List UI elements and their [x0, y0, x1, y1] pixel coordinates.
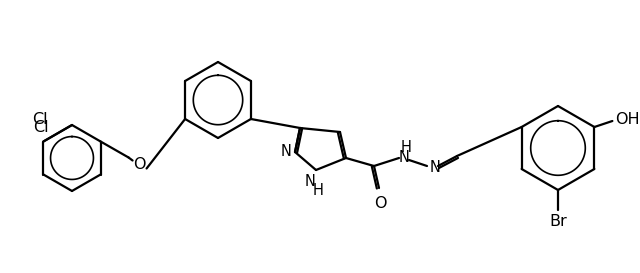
Text: Cl: Cl — [33, 112, 48, 127]
Text: Br: Br — [549, 214, 567, 229]
Text: N: N — [399, 150, 410, 165]
Text: O: O — [374, 196, 387, 211]
Text: H: H — [401, 140, 412, 155]
Text: Cl: Cl — [34, 120, 49, 135]
Text: N: N — [305, 174, 316, 189]
Text: O: O — [133, 157, 146, 172]
Text: OH: OH — [616, 111, 640, 126]
Text: H: H — [312, 183, 323, 198]
Text: N: N — [430, 161, 441, 176]
Text: N: N — [280, 144, 291, 159]
